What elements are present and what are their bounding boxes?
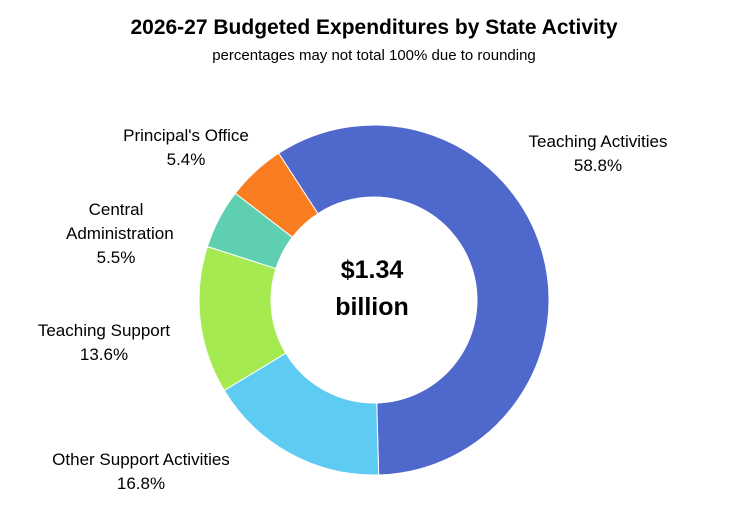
slice-percent: 5.4% <box>166 150 206 169</box>
slice-percent: 5.5% <box>96 248 136 267</box>
slice-name: Central Administration <box>66 200 174 243</box>
donut-slice-teaching-activities <box>277 124 550 476</box>
slice-name: Teaching Support <box>37 321 171 340</box>
center-total-unit: billion <box>335 293 409 321</box>
slice-label-central-administration: Central Administration 5.5% <box>66 198 174 270</box>
slice-name: Other Support Activities <box>52 450 230 469</box>
center-total-amount: $1.34 <box>340 256 404 284</box>
slice-label-principals-office: Principal's Office 5.4% <box>96 124 276 172</box>
slice-percent: 16.8% <box>116 474 166 493</box>
slice-label-teaching-support: Teaching Support 13.6% <box>14 319 194 367</box>
slice-label-teaching-activities: Teaching Activities 58.8% <box>498 130 698 178</box>
chart-subtitle: percentages may not total 100% due to ro… <box>212 47 536 64</box>
slice-name: Principal's Office <box>123 126 249 145</box>
slice-percent: 58.8% <box>573 156 623 175</box>
chart-title: 2026-27 Budgeted Expenditures by State A… <box>130 16 618 39</box>
center-total-label: $1.34 billion <box>274 252 470 326</box>
slice-name: Teaching Activities <box>528 132 668 151</box>
slice-percent: 13.6% <box>79 345 129 364</box>
slice-label-other-support-activities: Other Support Activities 16.8% <box>26 448 256 496</box>
donut-slice-principal-s-office <box>234 152 319 238</box>
